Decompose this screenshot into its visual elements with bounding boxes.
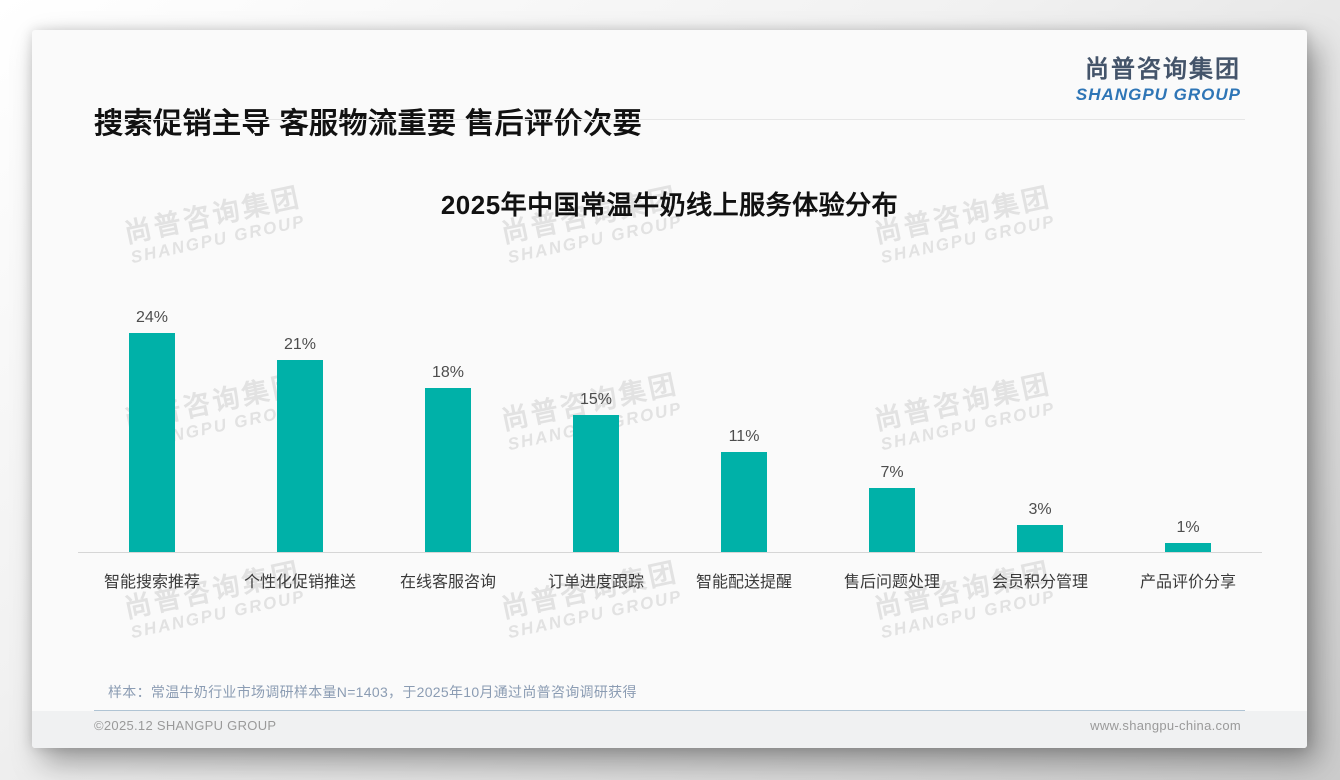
bar-group: 15% bbox=[522, 391, 670, 552]
company-logo-english: SHANGPU GROUP bbox=[1075, 84, 1241, 104]
bar bbox=[721, 452, 767, 552]
category-axis: 智能搜索推荐 个性化促销推送 在线客服咨询 订单进度跟踪 智能配送提醒 售后问题处理 会员积… bbox=[78, 568, 1262, 592]
website-url: www.shangpu-china.com bbox=[1090, 718, 1241, 733]
bar-value-label: 11% bbox=[728, 428, 760, 446]
bar bbox=[1017, 525, 1063, 552]
report-card: 尚普咨询集团 SHANGPU GROUP 尚普咨询集团 SHANGPU GROUP 尚普… bbox=[32, 30, 1307, 748]
category-label: 售后问题处理 bbox=[843, 574, 940, 591]
bar-group: 18% bbox=[374, 364, 522, 552]
bar bbox=[1165, 543, 1211, 552]
header-divider bbox=[94, 119, 1245, 120]
category-label: 在线客服咨询 bbox=[399, 574, 496, 591]
bar-group: 24% bbox=[78, 309, 226, 552]
category-label: 订单进度跟踪 bbox=[547, 574, 644, 591]
bar-value-label: 21% bbox=[283, 336, 317, 354]
bar-group: 1% bbox=[1114, 519, 1262, 552]
company-logo-chinese: 尚普咨询集团 bbox=[1085, 56, 1241, 83]
footer: ©2025.12 SHANGPU GROUP www.shangpu-china… bbox=[94, 718, 1241, 733]
category-label: 智能配送提醒 bbox=[695, 574, 792, 591]
bar-group: 7% bbox=[818, 464, 966, 552]
category-label: 智能搜索推荐 bbox=[103, 574, 200, 591]
x-axis-line bbox=[78, 552, 1262, 553]
bar-group: 3% bbox=[966, 501, 1114, 552]
bar-value-label: 7% bbox=[880, 464, 904, 482]
category-label: 产品评价分享 bbox=[1139, 574, 1236, 591]
bar bbox=[277, 360, 323, 552]
footer-strip bbox=[32, 711, 1307, 748]
bar-value-label: 24% bbox=[135, 309, 169, 327]
footer-divider bbox=[94, 710, 1245, 711]
bar bbox=[573, 415, 619, 552]
bar bbox=[869, 488, 915, 552]
bar-group: 11% bbox=[670, 428, 818, 552]
bar-group: 21% bbox=[226, 336, 374, 552]
category-label: 会员积分管理 bbox=[991, 574, 1088, 591]
bar-value-label: 1% bbox=[1176, 519, 1200, 537]
bar-value-label: 3% bbox=[1028, 501, 1052, 519]
company-logo: 尚普咨询集团 SHANGPU GROUP bbox=[1076, 56, 1241, 104]
bar-chart: 24% 21% 18% 15% 11% 7% 3% 1% bbox=[78, 309, 1262, 552]
category-label: 个性化促销推送 bbox=[243, 574, 356, 591]
page-title: 搜索促销主导 客服物流重要 售后评价次要 bbox=[94, 108, 643, 140]
bar-value-label: 18% bbox=[431, 364, 465, 382]
chart-title: 2025年中国常温牛奶线上服务体验分布 bbox=[440, 190, 899, 220]
bar bbox=[425, 388, 471, 552]
copyright-text: ©2025.12 SHANGPU GROUP bbox=[94, 718, 277, 733]
sample-note: 样本：常温牛奶行业市场调研样本量N=1403，于2025年10月通过尚普咨询调研… bbox=[108, 684, 637, 700]
bar-value-label: 15% bbox=[579, 391, 613, 409]
bar bbox=[129, 333, 175, 552]
